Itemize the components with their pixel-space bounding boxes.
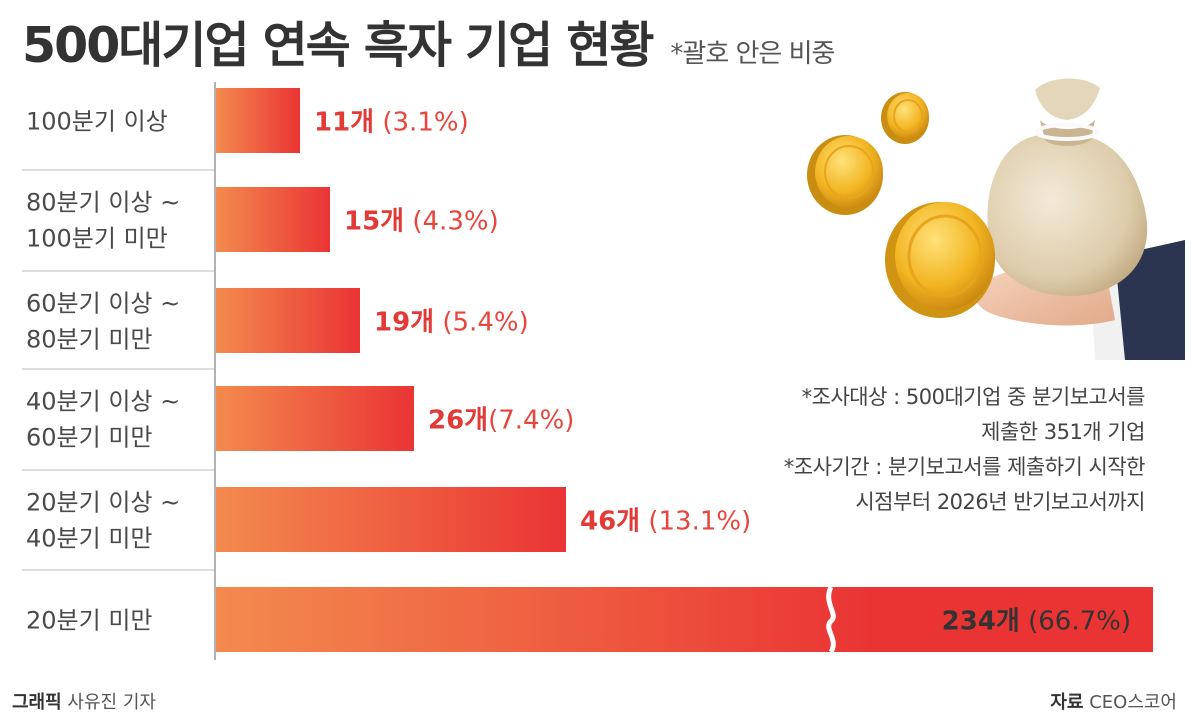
value-label: 26개(7.4%): [428, 406, 574, 436]
bar: [216, 288, 360, 353]
category-label: 100분기 미만: [26, 225, 168, 253]
note-line: *조사대상 : 500대기업 중 분기보고서를: [801, 385, 1146, 409]
page-title: 500대기업 연속 흑자 기업 현황: [22, 17, 654, 74]
survey-notes: *조사대상 : 500대기업 중 분기보고서를 제출한 351개 기업 *조사기…: [783, 380, 1146, 520]
bar: [216, 187, 330, 252]
value-label: 15개 (4.3%): [344, 207, 499, 237]
category-label: 40분기 이상 ~: [26, 388, 180, 416]
value-label: 11개 (3.1%): [314, 108, 469, 138]
note-line: 시점부터 2026년 반기보고서까지: [855, 490, 1145, 514]
note-line: 제출한 351개 기업: [981, 420, 1145, 444]
category-label: 40분기 미만: [26, 525, 153, 553]
graphic-credit: 그래픽 사유진 기자: [12, 688, 156, 714]
coin-top: [881, 92, 929, 144]
bar: [216, 587, 1153, 652]
category-label: 80분기 이상 ~: [26, 189, 180, 217]
bag-string: [1035, 123, 1099, 141]
bracket-note: *괄호 안은 비중: [670, 39, 835, 69]
source-label: 자료: [1050, 692, 1084, 713]
bag-body: [987, 135, 1148, 296]
graphic-label: 그래픽: [12, 692, 62, 713]
category-label: 60분기 이상 ~: [26, 290, 180, 318]
value-label: 234개 (66.7%): [942, 607, 1131, 637]
source-name: CEO스코어: [1089, 692, 1177, 713]
graphic-name: 사유진 기자: [67, 692, 156, 713]
bag-top: [1035, 78, 1100, 120]
coin-left: [807, 135, 883, 215]
bar: [216, 386, 414, 451]
bar: [216, 487, 566, 552]
value-label: 46개 (13.1%): [580, 507, 751, 537]
bar: [216, 88, 300, 153]
money-bag-illustration: [807, 78, 1185, 360]
source-credit: 자료 CEO스코어: [1050, 688, 1177, 714]
value-label: 19개 (5.4%): [374, 308, 529, 338]
note-line: *조사기간 : 분기보고서를 제출하기 시작한: [783, 455, 1146, 479]
category-label: 20분기 이상 ~: [26, 489, 180, 517]
category-label: 80분기 미만: [26, 326, 153, 354]
coin-large: [885, 202, 995, 318]
axis-break-mark: [826, 585, 836, 654]
category-label: 100분기 이상: [26, 108, 168, 136]
category-label: 20분기 미만: [26, 607, 153, 635]
title-row: 500대기업 연속 흑자 기업 현황 *괄호 안은 비중: [22, 6, 835, 77]
category-label: 60분기 미만: [26, 424, 153, 452]
